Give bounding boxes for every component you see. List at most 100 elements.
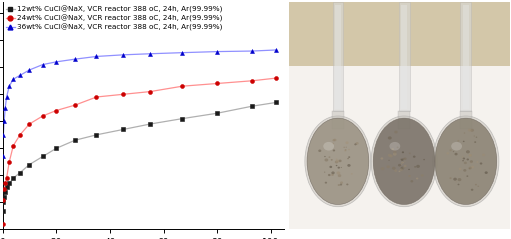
Point [272, 48, 281, 52]
Point [213, 111, 221, 115]
Point [213, 81, 221, 85]
Point [26, 122, 34, 126]
FancyBboxPatch shape [289, 2, 510, 66]
Point [71, 103, 79, 107]
Ellipse shape [408, 169, 410, 170]
Point [9, 176, 17, 180]
Point [5, 160, 13, 164]
Ellipse shape [459, 168, 461, 170]
Point [39, 63, 47, 66]
Ellipse shape [470, 160, 473, 163]
Ellipse shape [476, 136, 477, 138]
Point [52, 60, 60, 64]
Ellipse shape [394, 169, 397, 172]
Ellipse shape [401, 164, 402, 165]
Ellipse shape [457, 184, 459, 185]
Ellipse shape [346, 184, 349, 185]
Point [92, 54, 101, 58]
FancyBboxPatch shape [401, 5, 407, 109]
Point [0, 198, 8, 202]
Point [39, 114, 47, 118]
Ellipse shape [388, 136, 392, 140]
Ellipse shape [324, 182, 327, 184]
Ellipse shape [449, 149, 452, 151]
Ellipse shape [381, 157, 383, 160]
Ellipse shape [333, 143, 334, 144]
Ellipse shape [423, 159, 425, 160]
Ellipse shape [416, 165, 420, 168]
Point [0, 133, 8, 137]
Ellipse shape [386, 165, 390, 168]
Ellipse shape [482, 154, 485, 156]
Ellipse shape [409, 175, 410, 176]
Ellipse shape [399, 171, 401, 172]
Point [0, 222, 7, 226]
Ellipse shape [469, 168, 471, 169]
Ellipse shape [305, 116, 371, 207]
Ellipse shape [447, 152, 449, 154]
Ellipse shape [462, 158, 465, 159]
FancyBboxPatch shape [335, 5, 341, 109]
Ellipse shape [457, 178, 461, 181]
Ellipse shape [421, 174, 424, 177]
Ellipse shape [403, 158, 405, 159]
Ellipse shape [331, 171, 335, 174]
FancyBboxPatch shape [333, 2, 343, 111]
FancyBboxPatch shape [460, 111, 472, 129]
Ellipse shape [398, 164, 401, 167]
Ellipse shape [345, 147, 347, 148]
Ellipse shape [414, 166, 416, 168]
Point [0, 120, 8, 123]
Ellipse shape [471, 163, 472, 164]
Ellipse shape [469, 154, 472, 157]
Point [3, 185, 11, 189]
Ellipse shape [463, 132, 466, 134]
Ellipse shape [388, 160, 389, 161]
Point [1, 190, 9, 194]
Ellipse shape [468, 129, 472, 132]
Ellipse shape [404, 161, 406, 162]
Ellipse shape [413, 156, 415, 158]
FancyBboxPatch shape [289, 66, 510, 229]
Ellipse shape [402, 151, 404, 153]
Ellipse shape [401, 167, 404, 170]
Ellipse shape [331, 174, 334, 176]
Ellipse shape [344, 150, 346, 152]
Ellipse shape [335, 161, 338, 163]
Point [0, 187, 8, 191]
Point [146, 52, 154, 56]
Ellipse shape [336, 171, 340, 175]
Point [5, 84, 13, 88]
Ellipse shape [338, 184, 340, 186]
Ellipse shape [453, 151, 454, 152]
Ellipse shape [400, 159, 402, 160]
Ellipse shape [401, 159, 404, 161]
Ellipse shape [388, 154, 391, 157]
Ellipse shape [397, 147, 399, 148]
Ellipse shape [403, 162, 404, 163]
Ellipse shape [338, 160, 342, 162]
Point [92, 95, 101, 99]
Ellipse shape [477, 186, 479, 187]
Ellipse shape [340, 181, 343, 184]
Point [26, 163, 34, 167]
Ellipse shape [400, 168, 403, 171]
Ellipse shape [329, 156, 331, 158]
Point [26, 68, 34, 72]
Ellipse shape [307, 118, 369, 204]
Ellipse shape [345, 149, 346, 151]
Point [3, 95, 11, 99]
Ellipse shape [323, 142, 334, 151]
Point [39, 155, 47, 158]
Ellipse shape [474, 141, 476, 143]
Ellipse shape [410, 180, 413, 182]
Ellipse shape [464, 162, 467, 164]
Ellipse shape [348, 149, 350, 150]
Ellipse shape [457, 140, 459, 142]
Ellipse shape [394, 130, 398, 134]
Ellipse shape [354, 143, 357, 145]
Point [248, 49, 257, 53]
Ellipse shape [404, 165, 407, 167]
Ellipse shape [462, 156, 463, 158]
Ellipse shape [391, 148, 394, 150]
